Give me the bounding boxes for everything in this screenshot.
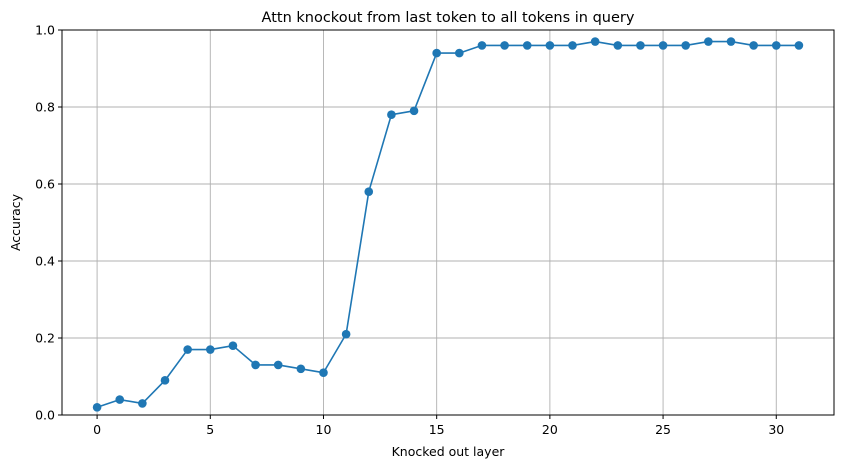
- x-tick-label: 0: [93, 422, 101, 437]
- plot-frame: [61, 29, 835, 416]
- data-point: [749, 41, 758, 50]
- x-tick-label: 10: [316, 422, 332, 437]
- y-tick-label: 0.0: [35, 408, 55, 423]
- data-point: [545, 41, 555, 50]
- data-point: [183, 345, 192, 354]
- data-point: [477, 41, 487, 50]
- data-point: [92, 403, 102, 412]
- data-point: [138, 399, 147, 408]
- axis-ticks: 0 5 10 15 20 25 30 0.0 0.2 0.4 0.6 0.8 1.0: [35, 23, 784, 438]
- data-point: [251, 360, 260, 370]
- data-point: [228, 341, 238, 351]
- data-point: [726, 37, 736, 46]
- y-tick-label: 0.8: [35, 100, 55, 115]
- data-point: [794, 41, 804, 50]
- x-tick-label: 25: [655, 422, 671, 437]
- data-point: [455, 48, 464, 58]
- data-point: [205, 345, 215, 354]
- y-tick-label: 0.2: [35, 331, 55, 346]
- y-tick-label: 0.6: [35, 177, 55, 192]
- data-point: [704, 37, 713, 46]
- data-point: [115, 395, 125, 404]
- data-point: [681, 41, 691, 50]
- data-point: [387, 110, 396, 119]
- x-tick-label: 30: [768, 422, 784, 437]
- data-point: [771, 41, 781, 50]
- data-point: [160, 376, 170, 385]
- data-point: [590, 37, 600, 46]
- x-tick-label: 20: [542, 422, 558, 437]
- data-point: [522, 41, 532, 50]
- x-axis-label: Knocked out layer: [392, 444, 506, 459]
- x-tick-label: 15: [429, 422, 445, 437]
- data-point: [364, 187, 374, 196]
- grid-lines: [62, 29, 834, 416]
- y-axis-label: Accuracy: [8, 193, 23, 251]
- data-point: [273, 360, 283, 370]
- data-point: [613, 41, 623, 50]
- series-line: [96, 40, 799, 409]
- data-point: [341, 329, 351, 339]
- data-point: [636, 41, 645, 50]
- data-point: [296, 364, 306, 374]
- data-point: [568, 41, 577, 50]
- data-point: [319, 368, 328, 377]
- data-point: [658, 41, 668, 50]
- data-point: [432, 48, 441, 58]
- x-tick-label: 5: [206, 422, 214, 437]
- y-tick-label: 0.4: [35, 254, 55, 269]
- y-tick-label: 1.0: [35, 23, 55, 38]
- chart-title: Attn knockout from last token to all tok…: [262, 10, 635, 26]
- data-point: [409, 106, 419, 116]
- series-accuracy: [92, 37, 804, 412]
- data-point: [500, 41, 509, 50]
